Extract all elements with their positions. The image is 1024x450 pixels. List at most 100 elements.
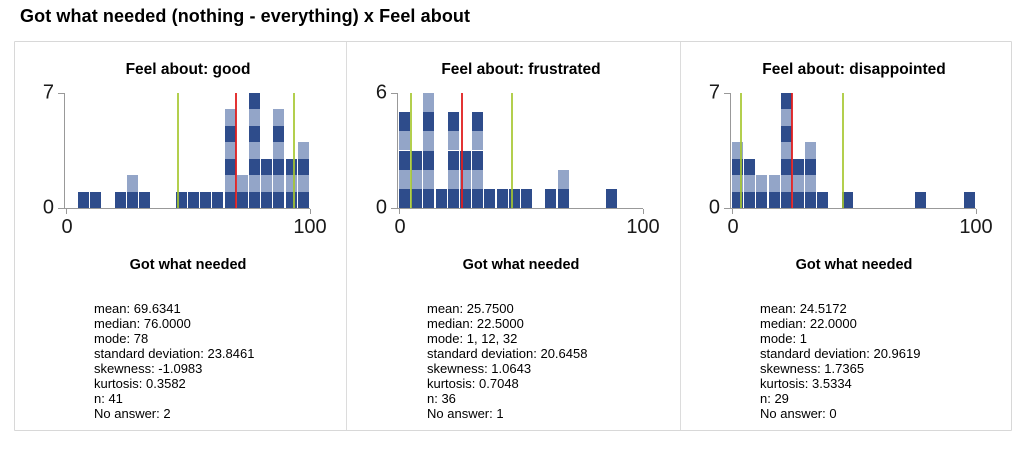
bar-segment — [399, 112, 410, 132]
histogram-bar — [963, 191, 975, 208]
panel-feel-about-good: Feel about: good 7 0 0 100 Got what needed mea… — [15, 42, 346, 430]
bar-segment — [508, 188, 520, 208]
bar-segment — [768, 175, 780, 192]
mean-line — [460, 93, 463, 208]
bar-segment — [411, 188, 423, 208]
bar-segment — [224, 125, 236, 143]
bar-segment — [460, 169, 471, 189]
bar-segment — [447, 188, 459, 208]
histogram-bar — [744, 158, 756, 208]
bar-segment — [261, 158, 273, 176]
x-axis-label: Got what needed — [795, 257, 913, 273]
bar-segment — [472, 169, 484, 189]
bar-segment — [273, 142, 285, 159]
bar-segment — [435, 188, 447, 208]
stats-block: mean: 69.6341 median: 76.0000 mode: 78 stan… — [94, 301, 254, 421]
bar-segment — [224, 109, 236, 126]
stat-mode: mode: 1, 12, 32 — [427, 331, 518, 346]
bar-segment — [841, 191, 853, 208]
stat-standard-deviation: standard deviation: 20.9619 — [760, 346, 921, 361]
x-axis-label: Got what needed — [462, 257, 580, 273]
histogram-bar — [78, 191, 90, 208]
bar-segment — [805, 142, 817, 159]
panel-feel-about-disappointed: Feel about: disappointed 7 0 0 100 Got what n… — [681, 42, 1011, 430]
bar-segment — [399, 169, 410, 189]
sd-line — [511, 93, 514, 208]
bar-segment — [756, 175, 768, 192]
histogram-bar — [915, 191, 926, 208]
bar-segment — [249, 191, 260, 208]
x-axis — [397, 208, 643, 209]
bar-segment — [285, 191, 297, 208]
bar-segment — [399, 188, 410, 208]
bar-segment — [756, 191, 768, 208]
histogram-bar — [188, 191, 199, 208]
bar-segment — [447, 169, 459, 189]
bar-segment — [732, 175, 743, 192]
bar-segment — [78, 191, 90, 208]
bar-segment — [805, 175, 817, 192]
bar-segment — [285, 158, 297, 176]
histogram-bar — [841, 191, 853, 208]
y-tick-label: 0 — [375, 196, 387, 219]
bar-segment — [780, 175, 792, 192]
bar-segment — [460, 188, 471, 208]
bar-segment — [224, 158, 236, 176]
y-tick-bottom — [391, 208, 397, 209]
stat-mean: mean: 25.7500 — [427, 301, 514, 316]
bar-segment — [273, 109, 285, 126]
bar-segment — [732, 142, 743, 159]
panel-title: Feel about: frustrated — [441, 61, 601, 78]
bar-segment — [780, 158, 792, 176]
histogram-bar — [411, 150, 423, 208]
bar-segment — [297, 175, 309, 192]
x-tick-label: 100 — [626, 216, 660, 238]
panel-divider — [680, 42, 681, 430]
histogram-bar — [756, 175, 768, 208]
histogram-bar — [249, 93, 260, 208]
stat-n: n: 29 — [760, 391, 789, 406]
x-tick-label: 100 — [293, 216, 327, 238]
bar-segment — [744, 175, 756, 192]
stat-standard-deviation: standard deviation: 20.6458 — [427, 346, 588, 361]
page-title: Got what needed (nothing - everything) x… — [20, 6, 471, 26]
y-tick-label: 0 — [42, 196, 54, 219]
bar-segment — [447, 150, 459, 170]
bar-segment — [606, 188, 618, 208]
x-tick-label: 0 — [727, 216, 739, 238]
bar-segment — [236, 191, 248, 208]
histogram-bar — [817, 191, 829, 208]
bar-segment — [744, 158, 756, 176]
histogram-bar — [90, 191, 102, 208]
panel-title: Feel about: disappointed — [762, 61, 946, 78]
bar-segment — [236, 175, 248, 192]
bar-segment — [127, 175, 138, 192]
histogram-bar — [175, 191, 187, 208]
histogram-bar — [460, 150, 471, 208]
mean-line — [790, 93, 793, 208]
bar-segment — [423, 93, 435, 113]
histogram-bar — [200, 191, 212, 208]
bar-segment — [793, 175, 804, 192]
histogram-bar — [768, 175, 780, 208]
bar-segment — [399, 131, 410, 151]
bar-segment — [484, 188, 496, 208]
bar-segment — [963, 191, 975, 208]
bar-segment — [273, 175, 285, 192]
histogram-bar — [139, 191, 151, 208]
x-axis — [730, 208, 976, 209]
y-tick-label: 6 — [375, 81, 387, 104]
histogram-bar — [399, 112, 410, 208]
bar-segment — [780, 125, 792, 143]
y-tick-top — [391, 93, 397, 94]
x-tick-label: 100 — [959, 216, 993, 238]
bar-segment — [423, 150, 435, 170]
bar-segment — [423, 131, 435, 151]
bar-segment — [768, 191, 780, 208]
bar-segment — [447, 112, 459, 132]
bar-segment — [249, 142, 260, 159]
bar-segment — [793, 191, 804, 208]
report-container: Feel about: good 7 0 0 100 Got what needed mea… — [14, 41, 1012, 431]
x-tick-left — [66, 209, 67, 214]
bar-segment — [285, 175, 297, 192]
